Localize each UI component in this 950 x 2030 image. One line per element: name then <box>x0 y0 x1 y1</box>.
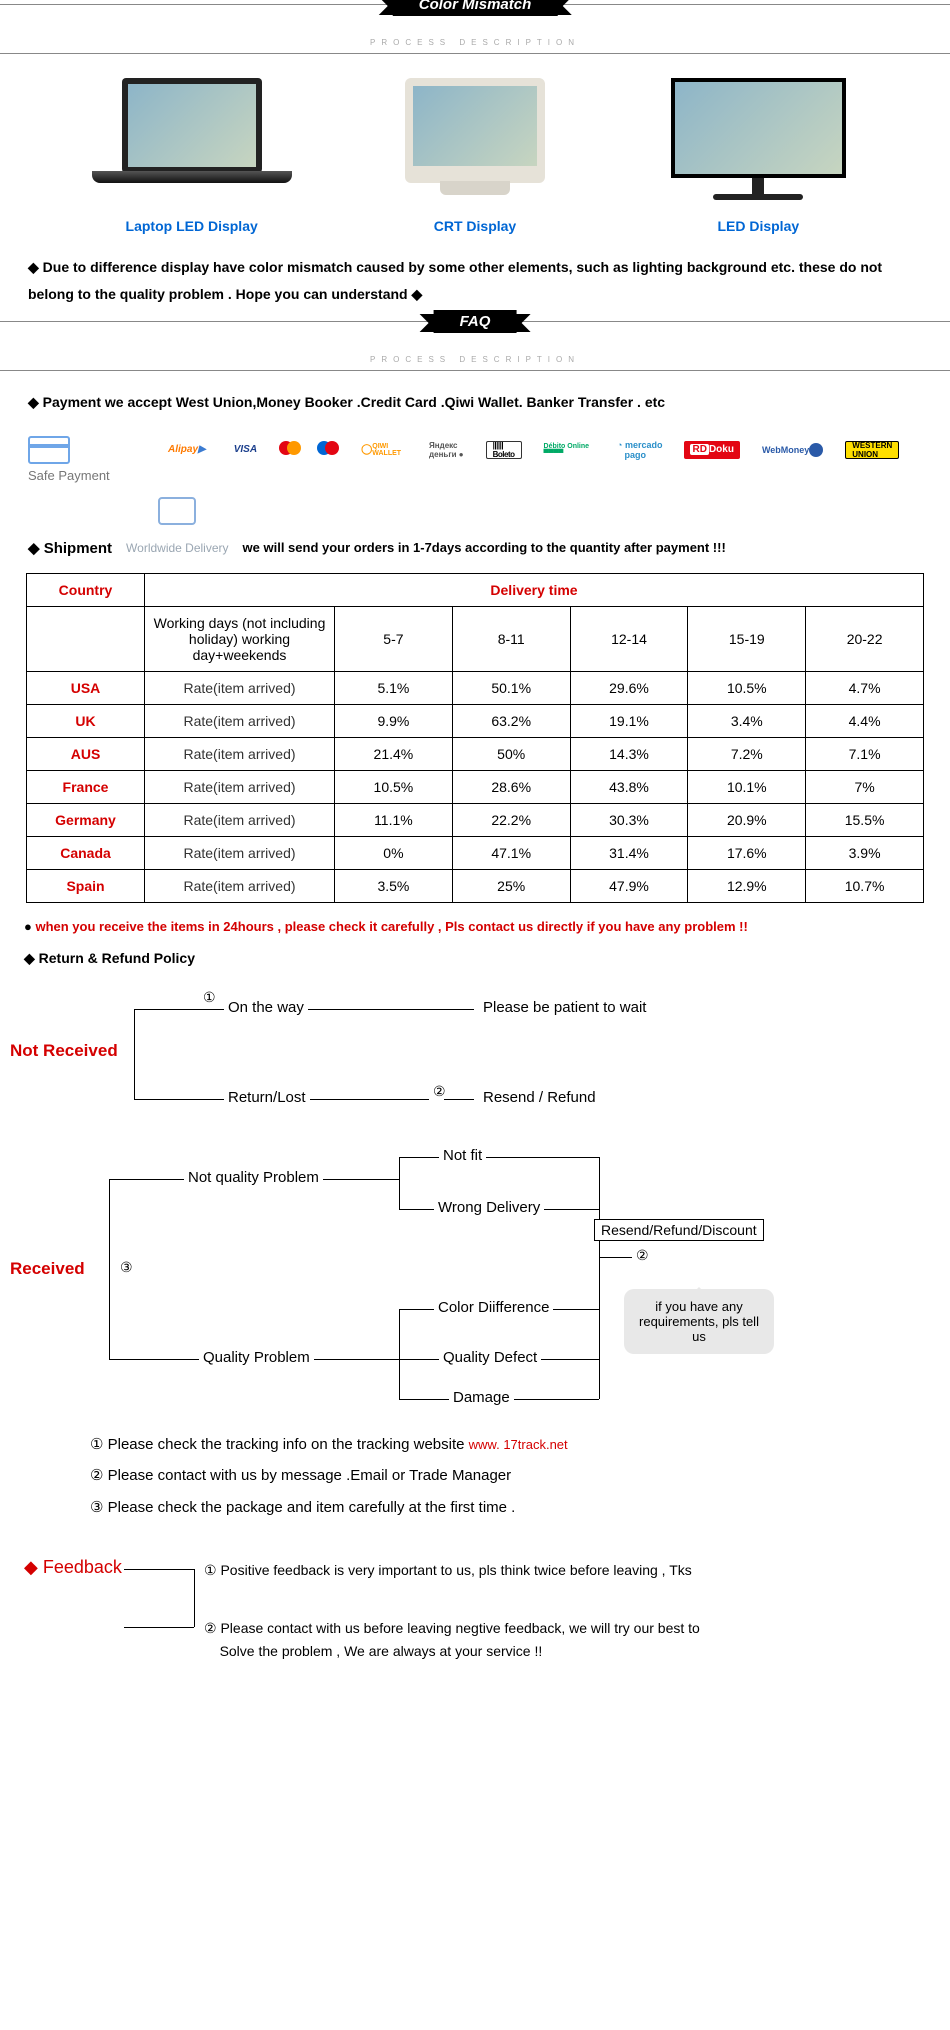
displays-row: Laptop LED Display CRT Display LED Displ… <box>0 54 950 242</box>
webmoney-icon: WebMoney <box>756 441 829 459</box>
shipment-bold: we will send your orders in 1-7days acco… <box>243 540 726 555</box>
table-row: SpainRate(item arrived)3.5%25%47.9%12.9%… <box>27 869 924 902</box>
delivery-table: Country Delivery time Working days (not … <box>26 573 924 903</box>
banner-subtext: PROCESS DESCRIPTION <box>370 38 580 47</box>
th-delivery-time: Delivery time <box>145 573 924 606</box>
flow2-circle3: ③ <box>116 1259 137 1276</box>
payment-icons-row: Alipay▶ VISA ◯ QIWIWALLET Яндексденьги ●… <box>0 420 950 468</box>
display-led-label: LED Display <box>633 218 883 234</box>
feedback-line1: ① Positive feedback is very important to… <box>204 1559 692 1581</box>
feedback-title: Feedback <box>24 1557 122 1578</box>
dayrange: 20-22 <box>806 606 924 671</box>
return-policy-head: Return & Refund Policy <box>0 944 950 973</box>
table-row: GermanyRate(item arrived)11.1%22.2%30.3%… <box>27 803 924 836</box>
display-laptop: Laptop LED Display <box>67 78 317 234</box>
card-icon <box>28 436 70 464</box>
banner-faq: FAQ PROCESS DESCRIPTION <box>0 321 950 371</box>
table-row: AUSRate(item arrived)21.4%50%14.3%7.2%7.… <box>27 737 924 770</box>
flow2-not-fit: Not fit <box>439 1147 486 1164</box>
flow2-damage: Damage <box>449 1389 514 1406</box>
doku-icon: RD Doku <box>684 441 739 459</box>
flow2-resend-box: Resend/Refund/Discount <box>594 1219 764 1241</box>
display-crt: CRT Display <box>350 78 600 234</box>
boleto-icon: ||||||Boleto <box>486 441 522 459</box>
color-mismatch-note: Due to difference display have color mis… <box>0 242 950 317</box>
banner-color-mismatch: Color Mismatch PROCESS DESCRIPTION <box>0 4 950 54</box>
flow2-qp: Quality Problem <box>199 1349 314 1366</box>
visa-icon: VISA <box>228 441 263 459</box>
mastercard-icon <box>279 441 301 458</box>
red-warning-note: when you receive the items in 24hours , … <box>0 913 950 944</box>
table-row: USARate(item arrived)5.1%50.1%29.6%10.5%… <box>27 671 924 704</box>
yandex-icon: Яндексденьги ● <box>423 441 470 459</box>
flow1-resend-refund: Resend / Refund <box>479 1089 600 1106</box>
flow-not-received: Not Received ① On the way Return/Lost Pl… <box>24 991 924 1121</box>
flow1-return-lost: Return/Lost <box>224 1089 310 1106</box>
flow2-received: Received <box>6 1259 89 1279</box>
note-3: ③ Please check the package and item care… <box>90 1492 860 1524</box>
banner-ribbon: Color Mismatch <box>393 0 558 16</box>
flow2-wrong: Wrong Delivery <box>434 1199 544 1216</box>
qiwi-icon: ◯ QIWIWALLET <box>355 441 407 459</box>
dayrange: 8-11 <box>452 606 570 671</box>
flow2-qdefect: Quality Defect <box>439 1349 541 1366</box>
table-row: FranceRate(item arrived)10.5%28.6%43.8%1… <box>27 770 924 803</box>
mercadopago-icon: ◔ mercado pago <box>611 441 668 459</box>
flow1-on-the-way: On the way <box>224 999 308 1016</box>
feedback-section: Feedback ① Positive feedback is very imp… <box>0 1541 950 1699</box>
dayrange: 5-7 <box>335 606 453 671</box>
shipment-grey: Worldwide Delivery <box>126 541 228 555</box>
western-union-icon: WESTERNUNION <box>845 441 899 459</box>
policy-notes: ① Please check the tracking info on the … <box>0 1419 950 1542</box>
dayrange: 15-19 <box>688 606 806 671</box>
banner-subtext-faq: PROCESS DESCRIPTION <box>370 355 580 364</box>
note-1: ① Please check the tracking info on the … <box>90 1429 860 1461</box>
flow2-color-diff: Color Diifference <box>434 1299 553 1316</box>
tracking-link[interactable]: www. 17track.net <box>469 1437 568 1452</box>
flow2-nqp: Not quality Problem <box>184 1169 323 1186</box>
debito-icon: Débito Online▀▀▀▀ <box>538 441 596 459</box>
display-laptop-label: Laptop LED Display <box>67 218 317 234</box>
note-2: ② Please contact with us by message .Ema… <box>90 1460 860 1492</box>
display-led: LED Display <box>633 78 883 234</box>
maestro-icon <box>317 441 339 458</box>
table-row: CanadaRate(item arrived)0%47.1%31.4%17.6… <box>27 836 924 869</box>
th-country: Country <box>27 573 145 606</box>
dayrange: 12-14 <box>570 606 688 671</box>
banner-ribbon-faq: FAQ <box>434 310 517 333</box>
payment-line: Payment we accept West Union,Money Booke… <box>0 371 950 420</box>
flow1-not-received: Not Received <box>6 1041 122 1061</box>
display-crt-label: CRT Display <box>350 218 600 234</box>
alipay-icon: Alipay▶ <box>162 441 212 459</box>
flow1-circle1: ① <box>199 989 220 1006</box>
feedback-line2: ② Please contact with us before leaving … <box>204 1617 700 1662</box>
truck-icon <box>158 497 196 525</box>
table-row: UKRate(item arrived)9.9%63.2%19.1%3.4%4.… <box>27 704 924 737</box>
row-header-label: Working days (not including holiday) wor… <box>145 606 335 671</box>
safe-payment-label: Safe Payment <box>0 468 950 493</box>
flow-received: Received ③ Not quality Problem Quality P… <box>24 1149 924 1409</box>
flow2-bubble: if you have any requirements, pls tell u… <box>624 1289 774 1354</box>
shipment-title: ◆ Shipment <box>28 539 112 557</box>
flow1-circle2: ② <box>429 1083 450 1100</box>
flow1-patient: Please be patient to wait <box>479 999 650 1016</box>
flow2-circle2: ② <box>632 1247 653 1264</box>
